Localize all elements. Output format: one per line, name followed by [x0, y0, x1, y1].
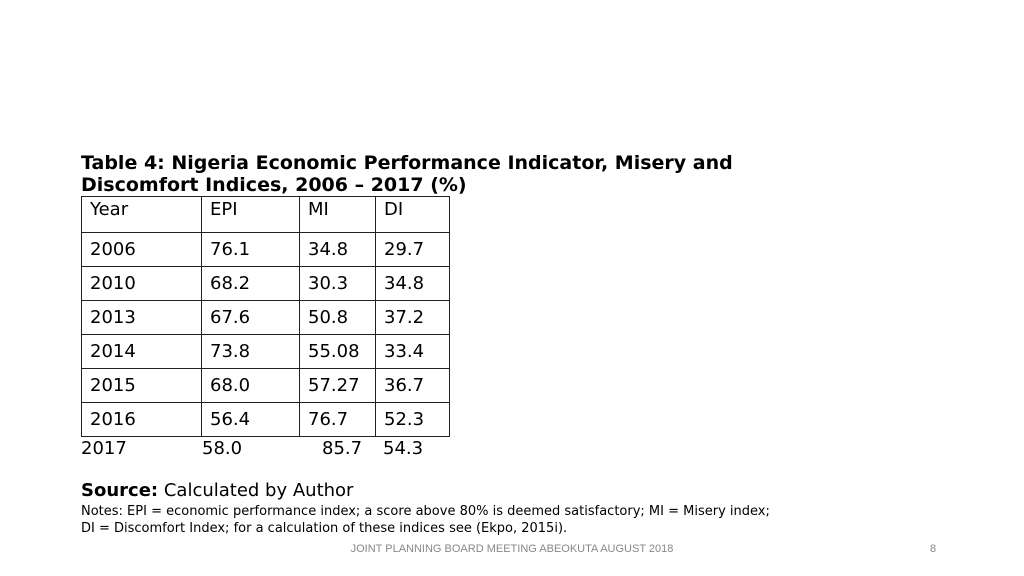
table-title: Table 4: Nigeria Economic Performance In…	[81, 152, 841, 196]
cell-mi: 57.27	[299, 368, 376, 403]
table-row: 2013 67.6 50.8 37.2	[81, 300, 450, 335]
table-header-row: Year EPI MI DI	[81, 196, 450, 233]
cell-di: 33.4	[375, 334, 450, 369]
cell-year: 2010	[81, 266, 202, 301]
table-row: 2010 68.2 30.3 34.8	[81, 266, 450, 301]
cell-mi: 55.08	[299, 334, 376, 369]
header-di: DI	[375, 196, 450, 233]
source-line: Source: Calculated by Author	[81, 480, 353, 501]
notes-line-2: DI = Discomfort Index; for a calculation…	[81, 521, 568, 536]
cell-year: 2016	[81, 402, 202, 437]
notes: Notes: EPI = economic performance index;…	[81, 503, 901, 537]
cell-year: 2006	[81, 232, 202, 267]
cell-year: 2015	[81, 368, 202, 403]
cell-di: 36.7	[375, 368, 450, 403]
table-row: 2015 68.0 57.27 36.7	[81, 368, 450, 403]
cell-di: 29.7	[375, 232, 450, 267]
cell-mi: 34.8	[299, 232, 376, 267]
table-title-line-1: Table 4: Nigeria Economic Performance In…	[81, 152, 733, 174]
cell-epi: 68.0	[201, 368, 300, 403]
header-year: Year	[81, 196, 202, 233]
cell-di: 52.3	[375, 402, 450, 437]
cell-mi: 30.3	[299, 266, 376, 301]
cell-year: 2013	[81, 300, 202, 335]
table-row: 2014 73.8 55.08 33.4	[81, 334, 450, 369]
cell-epi: 73.8	[201, 334, 300, 369]
cell-di: 34.8	[375, 266, 450, 301]
last-row-epi: 58.0	[202, 438, 243, 459]
header-epi: EPI	[201, 196, 300, 233]
cell-epi: 76.1	[201, 232, 300, 267]
cell-epi: 56.4	[201, 402, 300, 437]
cell-di: 37.2	[375, 300, 450, 335]
last-row-year: 2017	[81, 438, 127, 459]
cell-mi: 50.8	[299, 300, 376, 335]
notes-line-1: Notes: EPI = economic performance index;…	[81, 504, 770, 519]
source-text: Calculated by Author	[163, 480, 354, 501]
indices-table: Year EPI MI DI 2006 76.1 34.8 29.7 2010 …	[81, 196, 450, 437]
last-row-mi: 85.7	[322, 438, 363, 459]
cell-epi: 67.6	[201, 300, 300, 335]
cell-epi: 68.2	[201, 266, 300, 301]
table-row: 2016 56.4 76.7 52.3	[81, 402, 450, 437]
table-title-line-2: Discomfort Indices, 2006 – 2017 (%)	[81, 174, 467, 196]
slide-footer: JOINT PLANNING BOARD MEETING ABEOKUTA AU…	[350, 543, 674, 555]
slide-number: 8	[930, 543, 937, 555]
header-mi: MI	[299, 196, 376, 233]
cell-mi: 76.7	[299, 402, 376, 437]
source-label: Source:	[81, 480, 159, 501]
cell-year: 2014	[81, 334, 202, 369]
last-row-di: 54.3	[383, 438, 424, 459]
table-row: 2006 76.1 34.8 29.7	[81, 232, 450, 267]
